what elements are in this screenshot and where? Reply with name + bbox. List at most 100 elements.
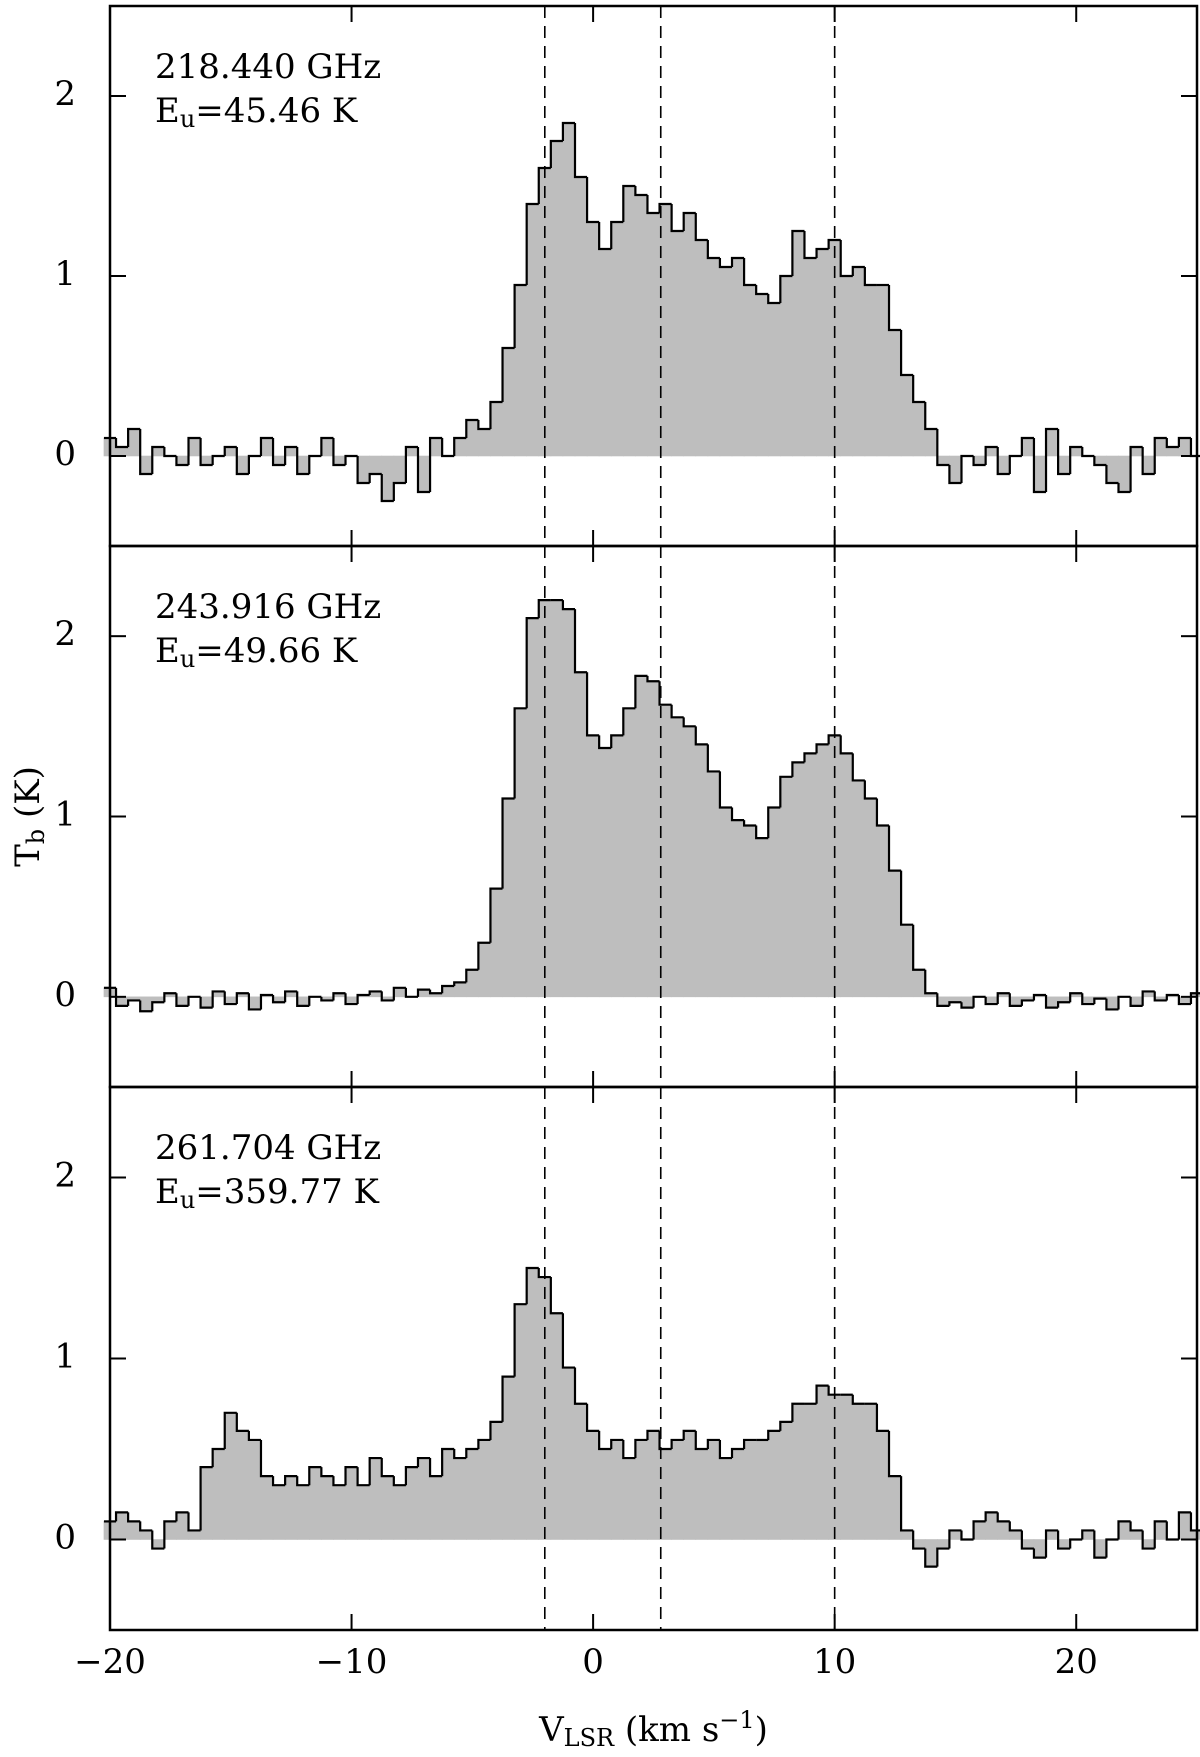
spectrum-step bbox=[767, 294, 781, 305]
spectrum-step bbox=[827, 238, 841, 249]
spectrum-step bbox=[694, 213, 708, 242]
channel-fill bbox=[562, 608, 576, 998]
spectrum-step bbox=[1129, 445, 1143, 492]
channel-fill bbox=[550, 1312, 564, 1540]
channel-fill bbox=[526, 203, 540, 457]
spectrum-step bbox=[646, 195, 660, 215]
channel-fill bbox=[731, 257, 745, 457]
spectrum-step bbox=[344, 454, 358, 465]
spectrum-step bbox=[537, 166, 551, 204]
channel-fill bbox=[864, 1403, 878, 1540]
channel-fill bbox=[490, 888, 503, 998]
channel-fill bbox=[405, 446, 419, 457]
spectrum-step bbox=[1165, 438, 1179, 449]
spectrum-step bbox=[1008, 1521, 1022, 1532]
channel-fill bbox=[1045, 1530, 1059, 1540]
y-axis-label-part: T bbox=[8, 844, 48, 867]
channel-fill bbox=[429, 437, 443, 457]
channel-fill bbox=[405, 1466, 419, 1540]
channel-fill bbox=[792, 230, 805, 457]
channel-fill bbox=[1130, 446, 1143, 457]
spectrum-step bbox=[392, 481, 406, 501]
channel-fill bbox=[453, 982, 467, 998]
channel-fill bbox=[671, 717, 684, 998]
channel-fill bbox=[381, 455, 395, 502]
channel-fill bbox=[139, 1530, 153, 1540]
spectrum-step bbox=[851, 265, 865, 276]
channel-fill bbox=[1094, 1539, 1107, 1558]
spectrum-step bbox=[223, 1411, 237, 1449]
spectrum-step bbox=[368, 472, 382, 483]
spectrum-step bbox=[1069, 445, 1083, 474]
spectrum-step bbox=[380, 991, 394, 1002]
channel-fill bbox=[139, 996, 153, 1012]
channel-fill bbox=[586, 221, 600, 457]
spectrum-step bbox=[1189, 438, 1200, 458]
channel-fill bbox=[1081, 1530, 1095, 1540]
channel-fill bbox=[478, 942, 491, 998]
channel-fill bbox=[671, 230, 684, 457]
energy-label-part: =49.66 K bbox=[195, 631, 358, 671]
spectrum-step bbox=[670, 204, 684, 233]
spectrum-step bbox=[199, 1466, 213, 1531]
channel-fill bbox=[792, 762, 805, 998]
spectrum-step bbox=[779, 775, 793, 808]
spectrum-step bbox=[441, 438, 455, 458]
spectrum-step bbox=[271, 1476, 286, 1487]
spectrum-step bbox=[622, 184, 636, 222]
channel-fill bbox=[236, 455, 250, 475]
channel-fill bbox=[900, 374, 914, 457]
y-tick-label: 2 bbox=[54, 1156, 76, 1196]
spectrum-step bbox=[742, 258, 757, 287]
channel-fill bbox=[1154, 437, 1168, 457]
channel-fill bbox=[357, 455, 370, 484]
spectrum-step bbox=[235, 1412, 249, 1432]
x-tick-label: 20 bbox=[1055, 1642, 1098, 1682]
spectrum-step bbox=[730, 256, 745, 267]
spectrum-step bbox=[1044, 1529, 1059, 1558]
spectrum-step bbox=[972, 456, 986, 467]
spectrum-step bbox=[187, 436, 201, 465]
spectrum-step bbox=[887, 825, 902, 872]
channel-fill bbox=[912, 401, 926, 457]
spectrum-step bbox=[1105, 1538, 1119, 1558]
spectrum-step bbox=[344, 1466, 358, 1486]
spectrum-step bbox=[139, 1000, 153, 1013]
channel-fill bbox=[900, 924, 914, 998]
spectrum-step bbox=[404, 1466, 418, 1486]
spectrum-step bbox=[1020, 1530, 1034, 1550]
spectrum-step bbox=[1093, 997, 1107, 1005]
y-tick-label: 1 bbox=[54, 1337, 76, 1377]
spectrum-step bbox=[151, 445, 165, 474]
spectrum-step bbox=[549, 1277, 563, 1315]
spectrum-step bbox=[622, 707, 636, 736]
spectrum-step bbox=[779, 1420, 793, 1431]
spectrum-step bbox=[247, 993, 261, 1011]
channel-fill bbox=[260, 437, 274, 457]
spectrum-step bbox=[899, 330, 914, 377]
channel-fill bbox=[973, 1521, 986, 1540]
channel-fill bbox=[635, 1439, 648, 1540]
spectrum-step bbox=[296, 447, 310, 476]
spectrum-step bbox=[561, 121, 575, 141]
spectrum-step bbox=[549, 139, 563, 168]
spectrum-step bbox=[151, 1001, 165, 1012]
y-tick-label: 2 bbox=[54, 74, 76, 114]
spectrum-step bbox=[199, 438, 213, 467]
channel-fill bbox=[502, 798, 515, 998]
channel-fill bbox=[924, 428, 938, 457]
spectrum-step bbox=[730, 807, 745, 822]
channel-fill bbox=[1142, 455, 1156, 475]
x-axis-label-part: ) bbox=[755, 1710, 768, 1750]
spectrum-step bbox=[815, 1384, 829, 1404]
energy-label-part: =45.46 K bbox=[195, 91, 358, 131]
channel-fill bbox=[465, 1448, 479, 1540]
spectrum-step bbox=[670, 1438, 684, 1449]
channel-fill bbox=[623, 1457, 636, 1540]
energy-label-part: u bbox=[180, 1186, 195, 1214]
spectrum-step bbox=[827, 734, 841, 745]
channel-fill bbox=[1154, 1521, 1168, 1540]
spectrum-step bbox=[755, 285, 769, 296]
channel-fill bbox=[139, 455, 153, 475]
channel-fill bbox=[719, 807, 733, 998]
